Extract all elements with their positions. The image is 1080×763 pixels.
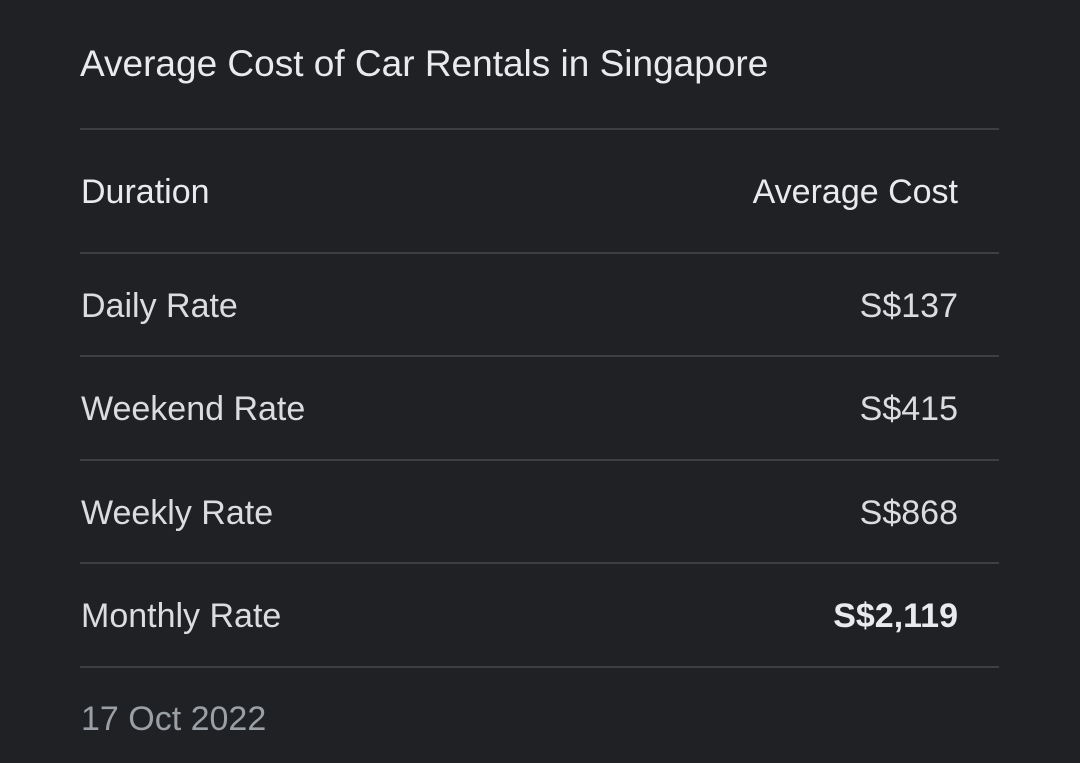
divider bbox=[80, 666, 999, 668]
table-row: Weekly Rate S$868 bbox=[80, 461, 999, 565]
table-row: Weekend Rate S$415 bbox=[80, 357, 999, 461]
source-date: 17 Oct 2022 bbox=[81, 700, 267, 738]
table-header-row: Duration Average Cost bbox=[80, 140, 999, 244]
row-duration: Weekly Rate bbox=[81, 494, 274, 532]
table-row: Monthly Rate S$2,119 bbox=[80, 564, 999, 668]
divider bbox=[80, 459, 999, 461]
card-title: Average Cost of Car Rentals in Singapore bbox=[80, 43, 769, 84]
row-duration: Daily Rate bbox=[81, 287, 238, 325]
divider bbox=[80, 128, 999, 130]
header-duration: Duration bbox=[81, 173, 210, 211]
row-average-cost: S$868 bbox=[859, 494, 958, 532]
row-duration: Monthly Rate bbox=[81, 597, 282, 635]
row-duration: Weekend Rate bbox=[81, 390, 306, 428]
row-average-cost-highlight: S$2,119 bbox=[833, 597, 958, 635]
divider bbox=[80, 562, 999, 564]
row-average-cost: S$415 bbox=[859, 390, 958, 428]
row-average-cost: S$137 bbox=[859, 287, 958, 325]
header-average-cost: Average Cost bbox=[752, 173, 958, 211]
divider bbox=[80, 252, 999, 254]
divider bbox=[80, 355, 999, 357]
table-row: Daily Rate S$137 bbox=[80, 254, 999, 358]
rental-cost-card: Average Cost of Car Rentals in Singapore… bbox=[80, 0, 999, 763]
